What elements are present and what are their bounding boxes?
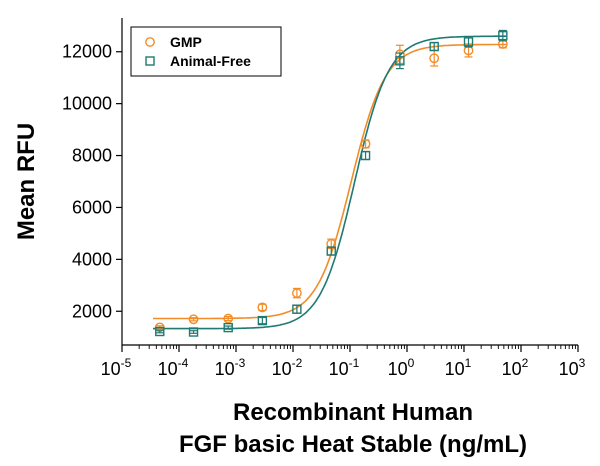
x-tick-label: 10-1	[329, 356, 360, 379]
x-tick-label: 10-4	[158, 356, 189, 379]
y-tick-label: 10000	[62, 94, 112, 114]
data-point-animal-free	[188, 327, 199, 337]
legend-marker-animal-free	[145, 56, 155, 66]
data-point-gmp	[188, 314, 199, 325]
data-point-gmp	[291, 288, 302, 298]
y-tick-label: 2000	[72, 301, 112, 321]
y-tick-label: 4000	[72, 249, 112, 269]
y-tick-label: 8000	[72, 146, 112, 166]
y-tick-label: 12000	[62, 42, 112, 62]
x-tick-label: 10-2	[272, 356, 303, 379]
data-point-gmp	[223, 313, 234, 324]
data-point-animal-free	[257, 315, 268, 326]
y-tick-label: 6000	[72, 197, 112, 217]
data-point-animal-free	[155, 326, 165, 337]
y-axis-title: Mean RFU	[13, 123, 40, 240]
x-tick-label: 100	[388, 356, 415, 379]
legend-box	[130, 26, 282, 77]
legend-label-gmp: GMP	[170, 34, 202, 50]
data-point-animal-free	[326, 246, 336, 256]
fit-curves	[153, 35, 507, 330]
axes-group: 2000 4000 6000 8000 10000 12000 10-5 10-4 10-3 10…	[62, 18, 586, 379]
x-tick-label: 103	[559, 356, 586, 379]
data-point-animal-free	[498, 30, 508, 41]
x-tick-label: 101	[445, 356, 472, 379]
data-point-animal-free	[463, 37, 474, 47]
data-point-animal-free	[395, 56, 405, 66]
data-point-gmp	[429, 53, 440, 64]
fit-curve-gmp	[153, 43, 507, 320]
legend-label-animal-free: Animal-Free	[170, 53, 251, 69]
data-point-gmp	[360, 138, 371, 149]
legend-marker-gmp	[145, 37, 155, 47]
x-tick-label: 10-3	[215, 356, 246, 379]
fit-curve-animal-free	[153, 35, 507, 330]
x-tick-label: 10-5	[101, 356, 132, 379]
data-point-animal-free	[429, 41, 439, 52]
data-point-animal-free	[360, 150, 371, 161]
data-point-gmp	[257, 302, 268, 313]
data-point-animal-free	[292, 304, 302, 314]
x-tick-label: 102	[502, 356, 529, 379]
x-axis-title-line-1: Recombinant Human	[233, 399, 473, 426]
x-axis-title-line-2: FGF basic Heat Stable (ng/mL)	[179, 431, 527, 458]
legend: GMP Animal-Free	[130, 26, 282, 77]
data-points	[154, 29, 508, 337]
data-point-animal-free	[223, 322, 233, 333]
